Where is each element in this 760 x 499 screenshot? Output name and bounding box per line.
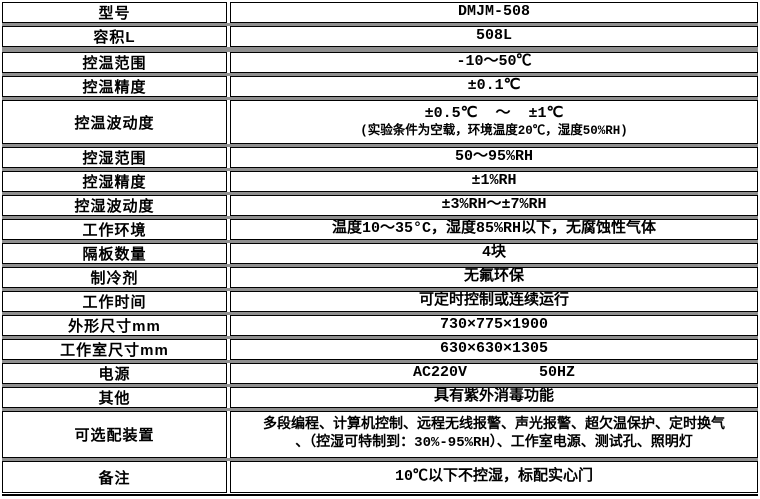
row-separator: [2, 384, 758, 387]
spec-label: 工作时间: [2, 291, 227, 312]
row-separator: [2, 192, 758, 195]
spec-value: DMJM-508: [230, 2, 758, 23]
spec-value: 10℃以下不控湿，标配实心门: [230, 461, 758, 493]
spec-row-temp-range: 控温范围 -10～50℃: [2, 52, 758, 73]
spec-row-temp-fluctuation: 控温波动度 ±0.5℃ ～ ±1℃ (实验条件为空载，环境温度20℃，湿度50%…: [2, 100, 758, 144]
spec-value: ±1%RH: [230, 171, 758, 192]
spec-value-note: (实验条件为空载，环境温度20℃，湿度50%RH): [360, 123, 628, 138]
spec-value: ±3%RH～±7%RH: [230, 195, 758, 216]
spec-label: 其他: [2, 387, 227, 408]
spec-label: 控湿精度: [2, 171, 227, 192]
spec-label: 控温精度: [2, 76, 227, 97]
spec-label: 控温波动度: [2, 100, 227, 144]
spec-value: 50～95%RH: [230, 147, 758, 168]
spec-label: 控湿波动度: [2, 195, 227, 216]
spec-value: 630×630×1305: [230, 339, 758, 360]
spec-row-model: 型号 DMJM-508: [2, 2, 758, 23]
row-separator: [2, 240, 758, 243]
row-separator: [2, 216, 758, 219]
spec-row-optional-devices: 可选配装置 多段编程、计算机控制、远程无线报警、声光报警、超欠温保护、定时换气 …: [2, 411, 758, 458]
spec-value: -10～50℃: [230, 52, 758, 73]
spec-row-remarks: 备注 10℃以下不控湿，标配实心门: [2, 461, 758, 493]
spec-value: 可定时控制或连续运行: [230, 291, 758, 312]
spec-row-chamber-dimensions: 工作室尺寸mm 630×630×1305: [2, 339, 758, 360]
spec-label: 外形尺寸mm: [2, 315, 227, 336]
row-separator: [2, 458, 758, 461]
spec-value: AC220V 50HZ: [230, 363, 758, 384]
spec-label: 制冷剂: [2, 267, 227, 288]
spec-label: 电源: [2, 363, 227, 384]
row-separator: [2, 23, 758, 26]
spec-value: 4块: [230, 243, 758, 264]
spec-row-temp-accuracy: 控温精度 ±0.1℃: [2, 76, 758, 97]
spec-row-humidity-range: 控湿范围 50～95%RH: [2, 147, 758, 168]
row-separator: [2, 264, 758, 267]
spec-label: 容积L: [2, 26, 227, 47]
spec-value: 730×775×1900: [230, 315, 758, 336]
spec-value: 具有紫外消毒功能: [230, 387, 758, 408]
spec-row-humidity-fluctuation: 控湿波动度 ±3%RH～±7%RH: [2, 195, 758, 216]
spec-row-refrigerant: 制冷剂 无氟环保: [2, 267, 758, 288]
spec-value: 多段编程、计算机控制、远程无线报警、声光报警、超欠温保护、定时换气 、（控湿可特…: [230, 411, 758, 458]
spec-label: 型号: [2, 2, 227, 23]
spec-label: 工作环境: [2, 219, 227, 240]
table-bottom-border: [2, 494, 758, 496]
row-separator: [2, 312, 758, 315]
spec-value: ±0.1℃: [230, 76, 758, 97]
spec-value: 508L: [230, 26, 758, 47]
row-separator: [2, 336, 758, 339]
spec-value: 温度10～35°C，湿度85%RH以下，无腐蚀性气体: [230, 219, 758, 240]
spec-row-working-time: 工作时间 可定时控制或连续运行: [2, 291, 758, 312]
spec-label: 控湿范围: [2, 147, 227, 168]
spec-label: 工作室尺寸mm: [2, 339, 227, 360]
spec-label: 控温范围: [2, 52, 227, 73]
spec-label: 可选配装置: [2, 411, 227, 458]
row-separator: [2, 288, 758, 291]
row-separator: [2, 73, 758, 76]
spec-row-humidity-accuracy: 控湿精度 ±1%RH: [2, 171, 758, 192]
spec-row-volume: 容积L 508L: [2, 26, 758, 47]
spec-row-outer-dimensions: 外形尺寸mm 730×775×1900: [2, 315, 758, 336]
spec-value-main: ±0.5℃ ～ ±1℃: [424, 104, 564, 122]
spec-label: 隔板数量: [2, 243, 227, 264]
row-separator: [2, 97, 758, 100]
spec-row-other: 其他 具有紫外消毒功能: [2, 387, 758, 408]
row-separator: [2, 360, 758, 363]
spec-value: ±0.5℃ ～ ±1℃ (实验条件为空载，环境温度20℃，湿度50%RH): [230, 100, 758, 144]
spec-row-working-env: 工作环境 温度10～35°C，湿度85%RH以下，无腐蚀性气体: [2, 219, 758, 240]
row-separator: [2, 408, 758, 411]
row-separator: [2, 47, 758, 52]
spec-label: 备注: [2, 461, 227, 493]
row-separator: [2, 168, 758, 171]
spec-value: 无氟环保: [230, 267, 758, 288]
spec-row-shelf-count: 隔板数量 4块: [2, 243, 758, 264]
row-separator: [2, 144, 758, 147]
spec-row-power: 电源 AC220V 50HZ: [2, 363, 758, 384]
